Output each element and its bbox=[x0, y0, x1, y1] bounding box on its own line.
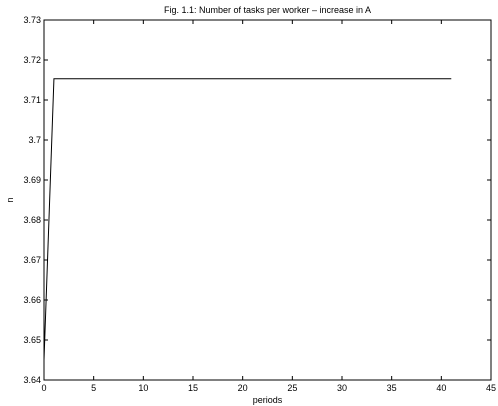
y-tick-label: 3.71 bbox=[23, 95, 41, 105]
y-tick-label: 3.66 bbox=[23, 295, 41, 305]
series-layer bbox=[43, 78, 452, 361]
y-tick-label: 3.73 bbox=[23, 15, 41, 25]
x-tick-label: 40 bbox=[436, 383, 446, 393]
y-tick-label: 3.64 bbox=[23, 375, 41, 385]
x-tick-label: 25 bbox=[287, 383, 297, 393]
y-tick-label: 3.7 bbox=[28, 135, 41, 145]
x-tick-label: 20 bbox=[238, 383, 248, 393]
x-axis-label: periods bbox=[253, 395, 283, 405]
y-axis: 3.64 3.65 3.66 3.67 3.68 3.69 3.7 3.71 3.72 3.73 bbox=[23, 15, 491, 385]
x-tick-label: 10 bbox=[138, 383, 148, 393]
x-tick-label: 15 bbox=[188, 383, 198, 393]
y-tick-label: 3.68 bbox=[23, 215, 41, 225]
chart-title: Fig. 1.1: Number of tasks per worker – i… bbox=[164, 5, 371, 15]
y-tick-label: 3.65 bbox=[23, 335, 41, 345]
x-tick-label: 45 bbox=[486, 383, 496, 393]
y-tick-label: 3.67 bbox=[23, 255, 41, 265]
plot-area bbox=[43, 19, 492, 381]
y-axis-label: n bbox=[5, 197, 15, 202]
y-tick-label: 3.69 bbox=[23, 175, 41, 185]
x-tick-label: 5 bbox=[91, 383, 96, 393]
x-tick-label: 35 bbox=[387, 383, 397, 393]
series-line bbox=[43, 78, 452, 361]
x-tick-label: 30 bbox=[337, 383, 347, 393]
y-tick-label: 3.72 bbox=[23, 55, 41, 65]
x-axis: 0 5 10 15 20 25 30 35 40 45 bbox=[41, 20, 496, 393]
x-tick-label: 0 bbox=[41, 383, 46, 393]
